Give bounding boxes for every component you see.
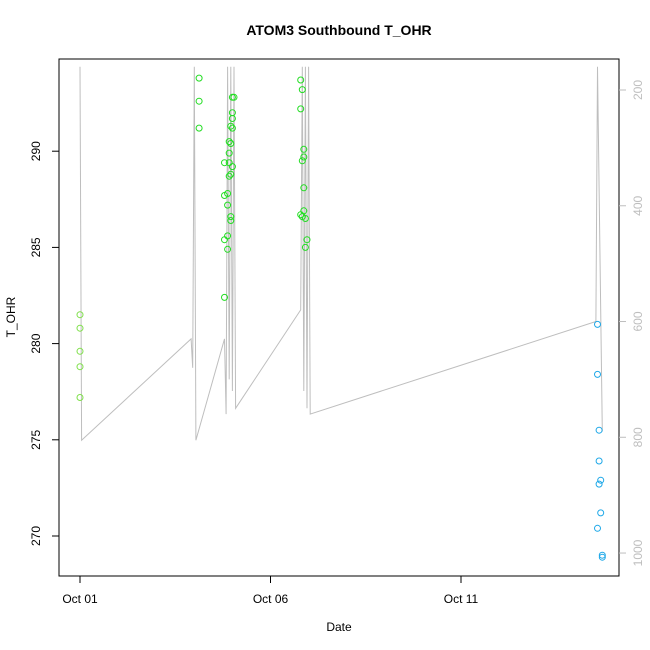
data-point bbox=[228, 115, 236, 122]
data-point bbox=[595, 457, 603, 465]
data-point bbox=[224, 201, 232, 209]
x-tick-label: Oct 01 bbox=[62, 592, 98, 606]
data-point bbox=[300, 145, 308, 153]
data-point bbox=[227, 170, 235, 178]
points-layer bbox=[76, 74, 606, 561]
y2-tick-label: 1000 bbox=[631, 539, 645, 566]
y-tick-label: 285 bbox=[29, 237, 43, 257]
data-point bbox=[76, 324, 84, 332]
data-point bbox=[301, 243, 309, 251]
y2-axis: 200 400 600 800 1000 bbox=[619, 80, 645, 566]
data-point bbox=[195, 74, 203, 82]
data-point bbox=[227, 122, 235, 130]
x-axis-label: Date bbox=[326, 620, 352, 634]
x-tick-label: Oct 11 bbox=[444, 592, 479, 606]
data-point bbox=[595, 426, 603, 434]
x-tick-label: Oct 06 bbox=[253, 592, 289, 606]
data-point bbox=[221, 293, 228, 301]
x-axis: Oct 01 Oct 06 Oct 11 bbox=[62, 576, 479, 606]
plot-frame bbox=[58, 58, 620, 577]
data-point bbox=[76, 363, 84, 371]
data-point bbox=[76, 394, 84, 401]
y-axis: 270 275 280 285 290 bbox=[29, 141, 59, 546]
data-point bbox=[227, 140, 235, 147]
data-point bbox=[298, 86, 306, 94]
chart-title: ATOM3 Southbound T_OHR bbox=[246, 22, 431, 38]
data-point bbox=[301, 215, 309, 222]
y-tick-label: 275 bbox=[29, 429, 43, 449]
data-point bbox=[227, 217, 235, 224]
data-point bbox=[598, 553, 606, 561]
data-point bbox=[225, 138, 233, 146]
y2-tick-label: 600 bbox=[631, 311, 645, 331]
data-point bbox=[597, 509, 605, 517]
y-tick-label: 280 bbox=[29, 333, 43, 353]
data-point bbox=[300, 153, 308, 161]
data-point bbox=[594, 524, 601, 532]
data-point bbox=[594, 370, 601, 378]
data-point bbox=[221, 159, 228, 167]
data-point bbox=[224, 190, 232, 197]
data-point bbox=[300, 184, 308, 192]
data-point bbox=[225, 149, 233, 157]
profile-line-layer bbox=[79, 66, 603, 442]
data-point bbox=[230, 93, 238, 101]
y-tick-label: 290 bbox=[29, 141, 43, 161]
y2-tick-label: 200 bbox=[631, 80, 645, 100]
data-point bbox=[228, 163, 236, 171]
data-point bbox=[298, 157, 306, 165]
data-point bbox=[595, 480, 603, 488]
data-point bbox=[224, 245, 232, 253]
data-point bbox=[195, 124, 203, 132]
data-point bbox=[300, 207, 308, 215]
profile-line bbox=[79, 66, 603, 442]
data-point bbox=[297, 76, 305, 84]
y-tick-label: 270 bbox=[29, 526, 43, 546]
data-point bbox=[594, 320, 601, 328]
y-axis-label: T_OHR bbox=[4, 296, 18, 337]
y2-tick-label: 400 bbox=[631, 195, 645, 215]
data-point bbox=[598, 551, 606, 559]
data-point bbox=[597, 476, 605, 484]
data-point bbox=[225, 172, 233, 180]
data-point bbox=[76, 347, 84, 355]
y2-tick-label: 800 bbox=[631, 427, 645, 447]
data-point bbox=[303, 236, 311, 244]
data-point bbox=[76, 311, 84, 319]
data-point bbox=[224, 232, 232, 240]
data-point bbox=[227, 213, 235, 221]
data-point bbox=[195, 97, 203, 105]
data-point bbox=[297, 105, 305, 113]
data-point bbox=[228, 124, 236, 132]
